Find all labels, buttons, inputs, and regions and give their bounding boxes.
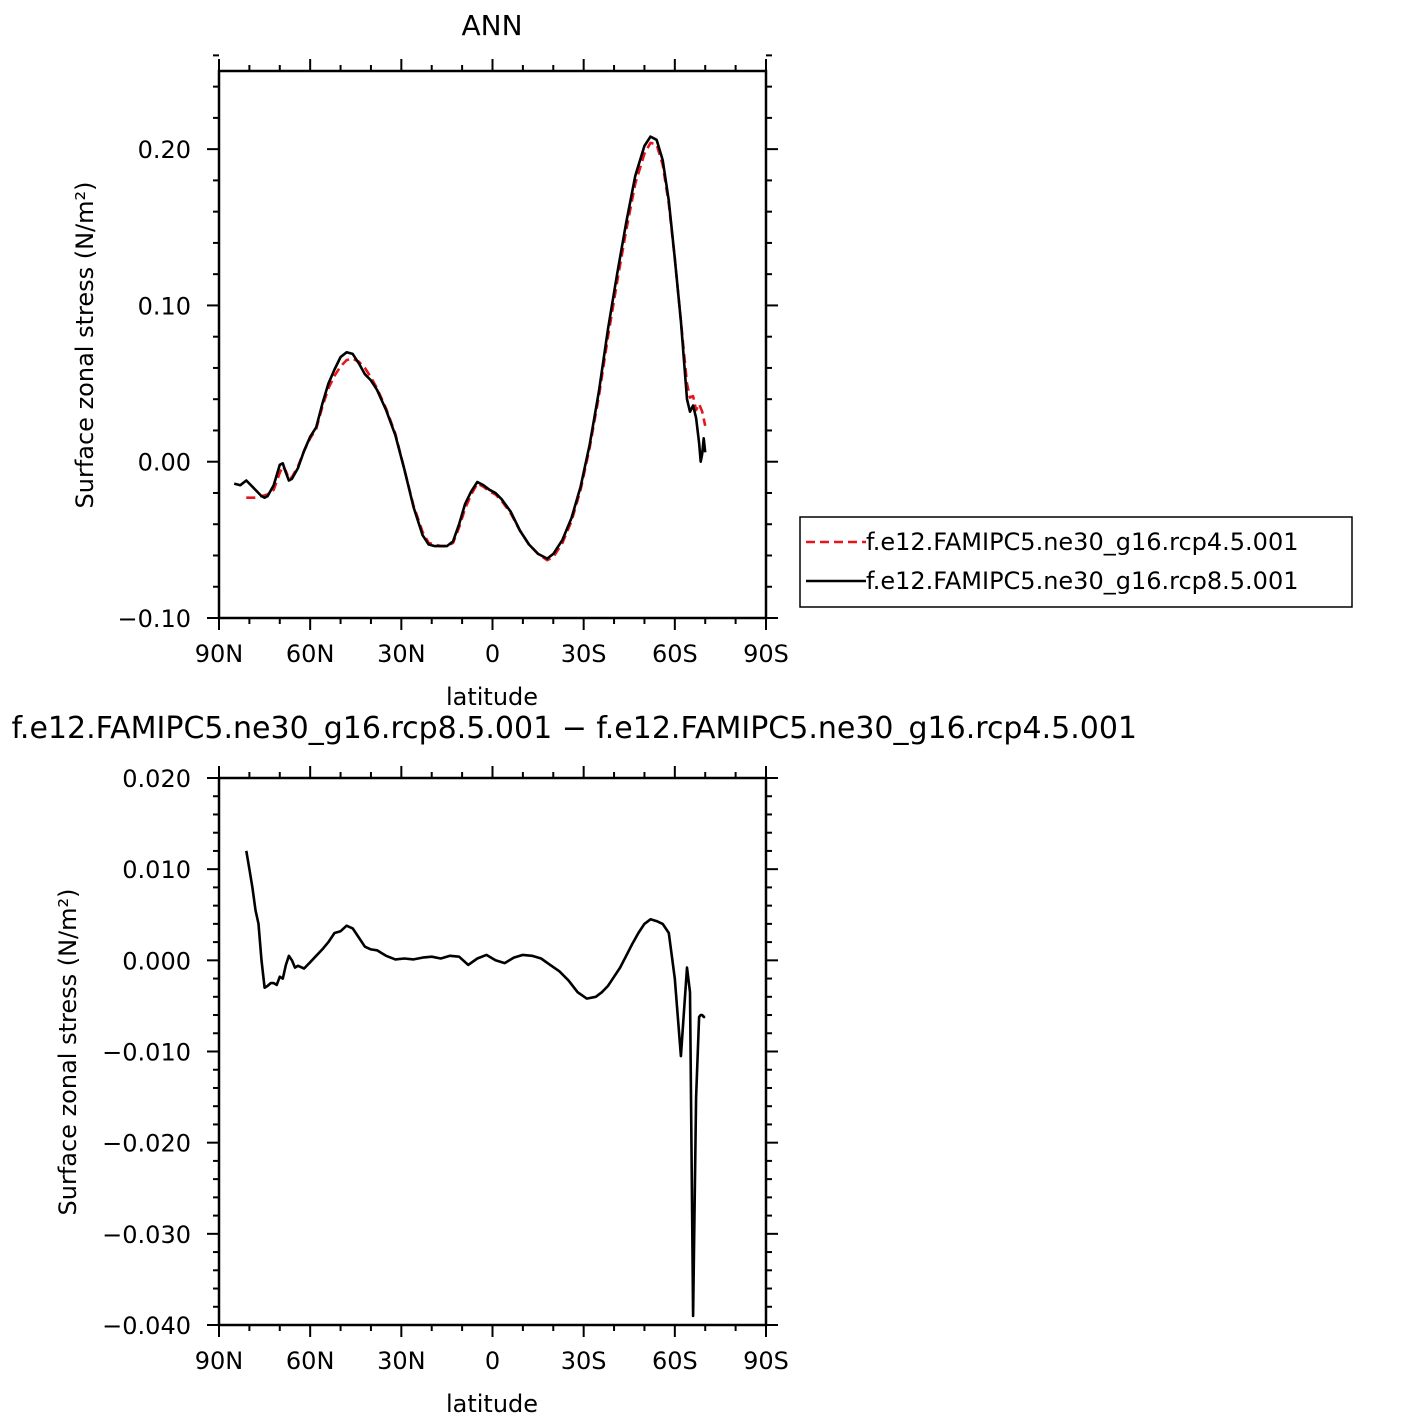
top-x-tick-label: 60N	[286, 640, 335, 668]
bottom-y-tick-label: −0.020	[102, 1130, 191, 1158]
bottom-y-tick-label: −0.010	[102, 1039, 191, 1067]
top-y-axis-label: Surface zonal stress (N/m²)	[71, 182, 99, 509]
bottom-series-lines	[245, 850, 706, 1318]
top-x-tick-label: 60S	[652, 640, 698, 668]
top-series-line-1	[233, 135, 707, 560]
top-y-tick-label: −0.10	[117, 605, 191, 633]
top-y-tick-label: 0.10	[138, 292, 191, 320]
legend: f.e12.FAMIPC5.ne30_g16.rcp4.5.001 f.e12.…	[799, 516, 1353, 608]
bottom-x-tick-label: 90N	[195, 1347, 244, 1375]
bottom-y-tick-label: 0.000	[122, 947, 191, 975]
bottom-x-tick-label: 0	[485, 1347, 500, 1375]
bottom-y-tick-label: −0.030	[102, 1221, 191, 1249]
top-y-tick-label: 0.20	[138, 136, 191, 164]
bottom-x-tick-label: 60S	[652, 1347, 698, 1375]
top-x-tick-label: 90N	[195, 640, 244, 668]
top-x-tick-label: 30N	[377, 640, 426, 668]
bottom-y-tick-label: 0.020	[122, 765, 191, 793]
bottom-y-tick-label: −0.040	[102, 1312, 191, 1340]
bottom-x-tick-labels: 90N 60N 30N 0 30S 60S 90S	[195, 1347, 789, 1375]
legend-box	[799, 516, 1353, 608]
top-y-tick-labels: −0.10 0.00 0.10 0.20	[117, 136, 191, 633]
top-chart-title: ANN	[461, 9, 522, 42]
top-tick-marks	[207, 54, 778, 630]
top-x-axis-label: latitude	[446, 683, 538, 711]
bottom-x-tick-label: 60N	[286, 1347, 335, 1375]
bottom-x-tick-label: 30N	[377, 1347, 426, 1375]
bottom-y-axis-label: Surface zonal stress (N/m²)	[54, 889, 82, 1216]
top-x-tick-labels: 90N 60N 30N 0 30S 60S 90S	[195, 640, 789, 668]
top-x-tick-label: 0	[485, 640, 500, 668]
bottom-x-axis-label: latitude	[446, 1390, 538, 1418]
top-y-tick-label: 0.00	[138, 449, 191, 477]
top-series-line-0	[246, 141, 707, 562]
bottom-y-tick-labels: −0.040 −0.030 −0.020 −0.010 0.000 0.010 0.020	[102, 765, 191, 1340]
bottom-panel: f.e12.FAMIPC5.ne30_g16.rcp8.5.001 − f.e1…	[12, 711, 1137, 1418]
bottom-x-tick-label: 90S	[743, 1347, 789, 1375]
bottom-tick-marks	[207, 766, 778, 1337]
legend-label-rcp85: f.e12.FAMIPC5.ne30_g16.rcp8.5.001	[866, 567, 1299, 595]
top-x-tick-label: 90S	[743, 640, 789, 668]
bottom-chart-title: f.e12.FAMIPC5.ne30_g16.rcp8.5.001 − f.e1…	[12, 711, 1137, 746]
top-panel: ANN 90N 60N 30N 0 30S 60S 90S −0.10 0.00 0.10 0.2…	[71, 9, 1353, 711]
bottom-y-tick-label: 0.010	[122, 856, 191, 884]
bottom-plot-frame	[217, 776, 768, 1327]
bottom-x-tick-label: 30S	[561, 1347, 607, 1375]
top-x-tick-label: 30S	[561, 640, 607, 668]
legend-label-rcp45: f.e12.FAMIPC5.ne30_g16.rcp4.5.001	[866, 528, 1299, 556]
bottom-series-line-0	[245, 850, 706, 1318]
top-series-lines	[233, 135, 707, 562]
